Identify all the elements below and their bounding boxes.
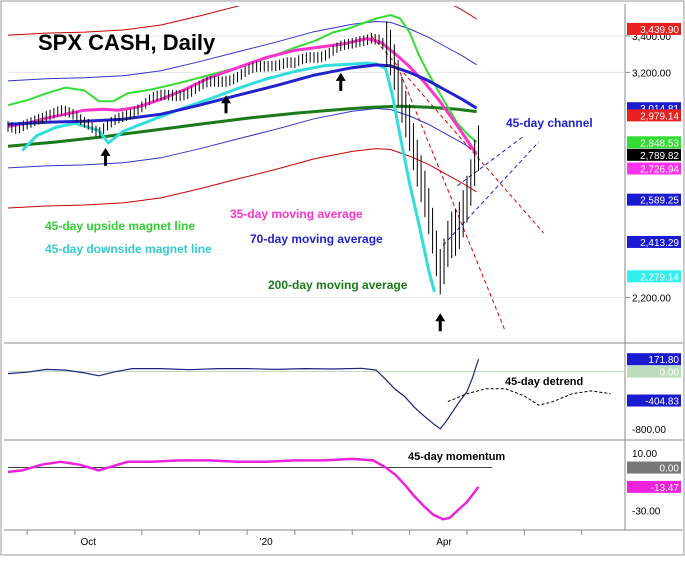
series-45-day-detrend — [7, 359, 480, 430]
axis-layer: 3,400.003,200.002,200.003,439.903,014.81… — [26, 22, 681, 548]
cycle-arrow-icon — [100, 147, 111, 166]
series-45-day-upside-magnet-line — [7, 14, 478, 143]
annotation-70-day-ma: 70-day moving average — [250, 232, 383, 246]
detrend-axis-label: 171.80 — [648, 355, 679, 366]
series-35-day-moving-average — [7, 37, 478, 156]
price-axis-label: 3,200.00 — [632, 68, 671, 79]
cycle-arrow-icon — [221, 95, 232, 114]
momentum-axis-label: 0.00 — [660, 464, 680, 475]
cycle-arrow-icon — [335, 72, 346, 91]
price-tag-label: 2,413.29 — [640, 238, 679, 249]
series-45-day-downside-magnet-line — [21, 61, 436, 293]
price-tag — [627, 22, 681, 35]
envelope-upper — [7, 6, 477, 36]
detrend-tag — [627, 365, 681, 378]
detrend-axis-label: -404.83 — [645, 397, 679, 408]
detrend-panel-label: 45-day detrend — [505, 376, 583, 388]
momentum-tag — [627, 461, 681, 474]
envelope-lower — [7, 148, 477, 209]
detrend-panel — [7, 359, 625, 430]
price-tag-label: 2,979.14 — [640, 111, 679, 122]
chart-title: SPX CASH, Daily — [38, 30, 216, 55]
momentum-axis-label: -13.47 — [651, 483, 680, 494]
detrend-tag — [627, 353, 681, 366]
annotation-200-day-ma: 200-day moving average — [268, 278, 408, 292]
price-tag-label: 2,279.14 — [640, 272, 679, 283]
momentum-axis-label: -30.00 — [632, 507, 661, 518]
annotation-45-day-channel: 45-day channel — [506, 116, 593, 130]
series-70-day-moving-average — [7, 63, 478, 126]
detrend-axis-label: -800.00 — [632, 425, 666, 436]
detrend-tag — [627, 394, 681, 407]
price-tag — [627, 270, 681, 283]
price-tag — [627, 162, 681, 175]
price-axis-label: 2,200.00 — [632, 294, 671, 305]
x-axis-label: '20 — [260, 537, 273, 548]
price-tag-label: 3,439.90 — [640, 25, 679, 36]
momentum-panel-label: 45-day momentum — [408, 451, 505, 463]
annotation-upside-magnet: 45-day upside magnet line — [45, 219, 195, 233]
price-tag — [627, 193, 681, 206]
price-tag — [627, 136, 681, 149]
cycle-arrow-icon — [435, 313, 446, 332]
momentum-axis-label: 10.00 — [632, 449, 657, 460]
x-axis-label: Apr — [436, 537, 452, 548]
detrend-axis-label: 0.00 — [660, 368, 680, 379]
channel-upper-band — [7, 20, 477, 82]
channel-lower-band — [7, 107, 477, 169]
price-axis-label: 3,400.00 — [632, 32, 671, 43]
x-axis-label: Oct — [81, 537, 97, 548]
price-tag — [627, 109, 681, 122]
momentum-tag — [627, 480, 681, 493]
price-tag-label: 2,589.25 — [640, 196, 679, 207]
trendline-red-lower — [399, 72, 506, 332]
series-45-day-momentum — [7, 457, 480, 521]
series-price-bars — [7, 21, 479, 295]
annotation-35-day-ma: 35-day moving average — [230, 207, 363, 221]
price-tag-label: 2,726.94 — [640, 165, 679, 176]
momentum-panel — [7, 457, 492, 521]
price-tag-label: 2,848.53 — [640, 138, 679, 149]
price-tag — [627, 235, 681, 248]
series-detrend-projection — [447, 388, 611, 406]
price-tag — [627, 148, 681, 161]
annotation-downside-magnet: 45-day downside magnet line — [45, 242, 212, 256]
price-tag-label: 2,789.82 — [640, 151, 679, 162]
price-panel — [7, 6, 625, 332]
